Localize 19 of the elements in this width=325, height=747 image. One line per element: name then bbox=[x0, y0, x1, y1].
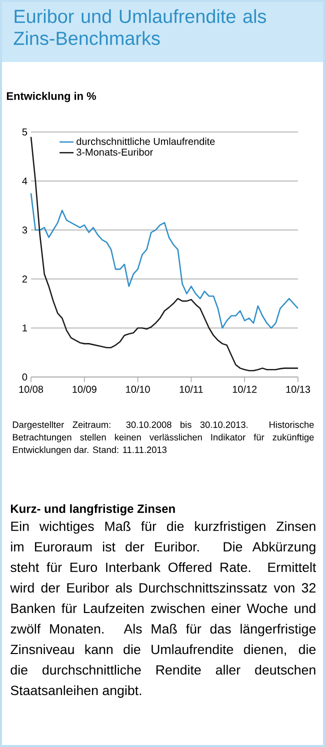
x-tick-label: 10/13 bbox=[286, 386, 310, 393]
chart-title: Euribor und Umlaufrendite als Zins-Benchmarks bbox=[14, 9, 266, 46]
legend-label: durchschnittliche Umlaufrendite bbox=[76, 138, 215, 145]
y-tick-label: 3 bbox=[22, 226, 28, 234]
x-tick-label: 10/12 bbox=[232, 386, 257, 393]
y-tick-label: 0 bbox=[22, 373, 28, 381]
x-tick-label: 10/09 bbox=[72, 386, 96, 393]
legend-label: 3-Monats-Euribor bbox=[76, 148, 153, 156]
text: Ein wichtiges Maß für die kurzfristigen Zinsen im Euroraum ist der Euribor. Die Abkürzung steht für Euro Interbank Offered Rate. Ermittelt wird der Euribor als Durchschnittszinssatz von 32 Banken für Laufzeiten zwischen einer Woche und zwölf Monaten. Als Maß für das längerfristige Zinsniveau kann die Umlaufrendite dienen, die die durchschnittliche Rendite aller deutschen Staatsanleihen angibt. bbox=[10, 521, 316, 698]
y-tick-label: 1 bbox=[22, 324, 27, 332]
text: Dargestellter Zeitraum: 30.10.2008 bis 30.10.2013. Historische Betrachtungen stellen keinen verlässlichen Indikator für zukünftige Entwicklungen dar. Stand: 11.11.2013 bbox=[12, 421, 314, 455]
x-tick-label: 10/10 bbox=[126, 386, 150, 393]
y-tick-label: 2 bbox=[22, 276, 27, 282]
chart-subtitle: Entwicklung in % bbox=[6, 92, 96, 102]
x-tick-label: 10/11 bbox=[180, 386, 203, 393]
y-tick-label: 5 bbox=[22, 128, 28, 136]
text: Kurz- und langfristige Zinsen bbox=[10, 504, 175, 516]
x-tick-label: 10/08 bbox=[19, 386, 44, 393]
y-tick-label: 4 bbox=[22, 178, 28, 184]
